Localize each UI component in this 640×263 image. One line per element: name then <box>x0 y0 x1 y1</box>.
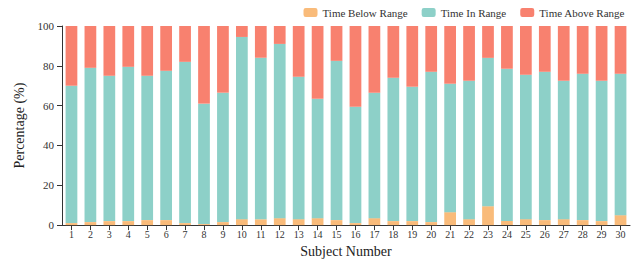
svg-text:1: 1 <box>69 229 74 240</box>
svg-text:25: 25 <box>521 229 531 240</box>
svg-text:17: 17 <box>369 229 379 240</box>
svg-text:3: 3 <box>107 229 112 240</box>
svg-text:9: 9 <box>220 229 225 240</box>
svg-text:Time Above Range: Time Above Range <box>539 7 624 19</box>
svg-text:15: 15 <box>332 229 342 240</box>
svg-text:2: 2 <box>88 229 93 240</box>
svg-text:29: 29 <box>597 229 607 240</box>
svg-text:100: 100 <box>38 20 55 32</box>
svg-text:60: 60 <box>43 100 55 112</box>
svg-text:23: 23 <box>483 229 493 240</box>
svg-text:18: 18 <box>388 229 398 240</box>
svg-text:22: 22 <box>464 229 474 240</box>
svg-text:13: 13 <box>294 229 304 240</box>
svg-text:12: 12 <box>275 229 285 240</box>
svg-text:Time In Range: Time In Range <box>441 7 507 19</box>
svg-text:7: 7 <box>183 229 188 240</box>
svg-text:19: 19 <box>407 229 417 240</box>
svg-text:5: 5 <box>145 229 150 240</box>
svg-text:Percentage (%): Percentage (%) <box>12 82 28 168</box>
svg-text:Time Below Range: Time Below Range <box>323 7 408 19</box>
svg-text:24: 24 <box>502 229 512 240</box>
svg-text:26: 26 <box>540 229 550 240</box>
svg-text:21: 21 <box>445 229 455 240</box>
svg-text:6: 6 <box>164 229 169 240</box>
svg-text:10: 10 <box>237 229 247 240</box>
svg-text:0: 0 <box>49 219 55 231</box>
svg-text:30: 30 <box>616 229 626 240</box>
svg-text:11: 11 <box>256 229 266 240</box>
svg-text:40: 40 <box>43 139 55 151</box>
svg-text:8: 8 <box>202 229 207 240</box>
svg-text:80: 80 <box>43 60 55 72</box>
svg-text:4: 4 <box>126 229 131 240</box>
svg-text:14: 14 <box>313 229 323 240</box>
svg-text:20: 20 <box>43 179 55 191</box>
svg-text:Subject Number: Subject Number <box>300 244 392 259</box>
svg-text:16: 16 <box>350 229 360 240</box>
svg-text:28: 28 <box>578 229 588 240</box>
svg-text:27: 27 <box>559 229 569 240</box>
svg-text:20: 20 <box>426 229 436 240</box>
